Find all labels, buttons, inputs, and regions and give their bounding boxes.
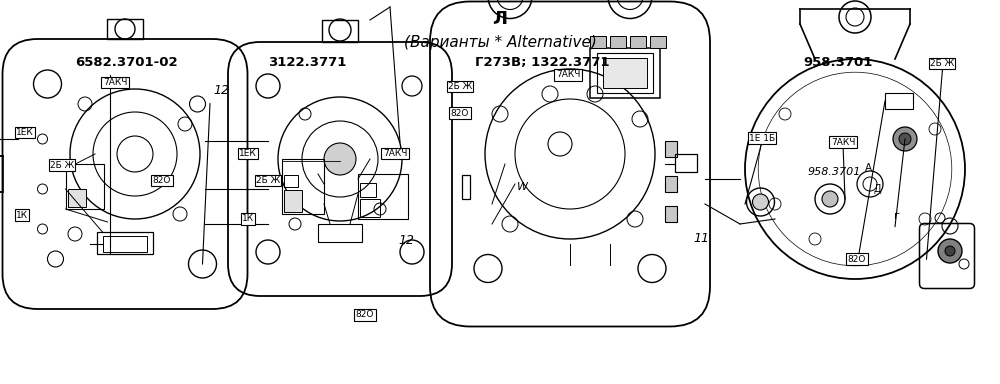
Bar	[590, 48, 660, 98]
Circle shape	[899, 133, 911, 145]
Bar	[665, 206, 677, 222]
Bar	[68, 189, 86, 207]
Text: 2Б Ж: 2Б Ж	[448, 82, 472, 91]
Bar	[358, 174, 408, 219]
Text: 2Б Ж: 2Б Ж	[256, 176, 280, 185]
Text: 82О: 82О	[848, 255, 866, 264]
Bar	[462, 175, 470, 199]
Text: г: г	[894, 211, 900, 221]
Text: 7АКЧ: 7АКЧ	[556, 70, 580, 79]
Text: А: А	[865, 163, 872, 173]
Text: W: W	[517, 182, 528, 192]
Text: 12: 12	[398, 234, 414, 247]
Circle shape	[893, 127, 917, 151]
Bar	[284, 190, 302, 212]
Bar	[284, 175, 298, 187]
Bar	[597, 53, 653, 93]
Text: 82О: 82О	[356, 310, 374, 319]
Circle shape	[753, 194, 768, 210]
Bar	[360, 183, 376, 197]
Text: 7АКЧ: 7АКЧ	[103, 78, 127, 87]
Bar	[885, 93, 913, 109]
Text: 958.3701: 958.3701	[803, 56, 872, 69]
Text: 82О: 82О	[451, 109, 469, 118]
Bar	[318, 224, 362, 242]
Text: 1ЕК: 1ЕК	[239, 149, 257, 158]
Circle shape	[945, 246, 955, 256]
Text: 2Б Ж: 2Б Ж	[930, 59, 954, 68]
Bar	[360, 199, 380, 217]
Bar	[322, 20, 358, 42]
Bar	[650, 36, 666, 48]
Text: Л: Л	[492, 10, 508, 28]
Bar	[97, 232, 153, 254]
Circle shape	[938, 239, 962, 263]
Text: 1Е 1Б: 1Е 1Б	[749, 134, 775, 143]
Text: 3122.3771: 3122.3771	[268, 56, 346, 69]
Text: 12: 12	[213, 84, 229, 97]
Text: 958.3701: 958.3701	[808, 167, 861, 177]
Text: 1ЕК: 1ЕК	[16, 128, 34, 137]
Text: 6582.3701-02: 6582.3701-02	[75, 56, 178, 69]
Circle shape	[822, 191, 838, 207]
Text: Г273В; 1322.3771: Г273В; 1322.3771	[475, 56, 610, 69]
Text: 82О: 82О	[153, 176, 171, 185]
Text: 11: 11	[693, 232, 709, 245]
Bar	[66, 164, 104, 209]
Bar	[107, 19, 143, 39]
Circle shape	[324, 143, 356, 175]
Bar	[282, 159, 324, 214]
Text: 1К: 1К	[242, 214, 254, 223]
Text: 7АКЧ: 7АКЧ	[383, 149, 407, 158]
Bar	[665, 141, 677, 157]
Bar	[610, 36, 626, 48]
Bar	[603, 58, 647, 88]
Bar	[103, 236, 147, 252]
Text: (Варианты * Alternative): (Варианты * Alternative)	[404, 35, 596, 50]
Text: 7АКЧ: 7АКЧ	[831, 137, 855, 147]
Text: 2Б Ж: 2Б Ж	[50, 161, 74, 170]
Bar	[630, 36, 646, 48]
Bar	[590, 36, 606, 48]
Text: Д: Д	[874, 184, 882, 194]
Bar	[0, 156, 2, 192]
Bar	[675, 154, 697, 172]
Bar	[665, 176, 677, 192]
Text: 1К: 1К	[16, 210, 28, 220]
